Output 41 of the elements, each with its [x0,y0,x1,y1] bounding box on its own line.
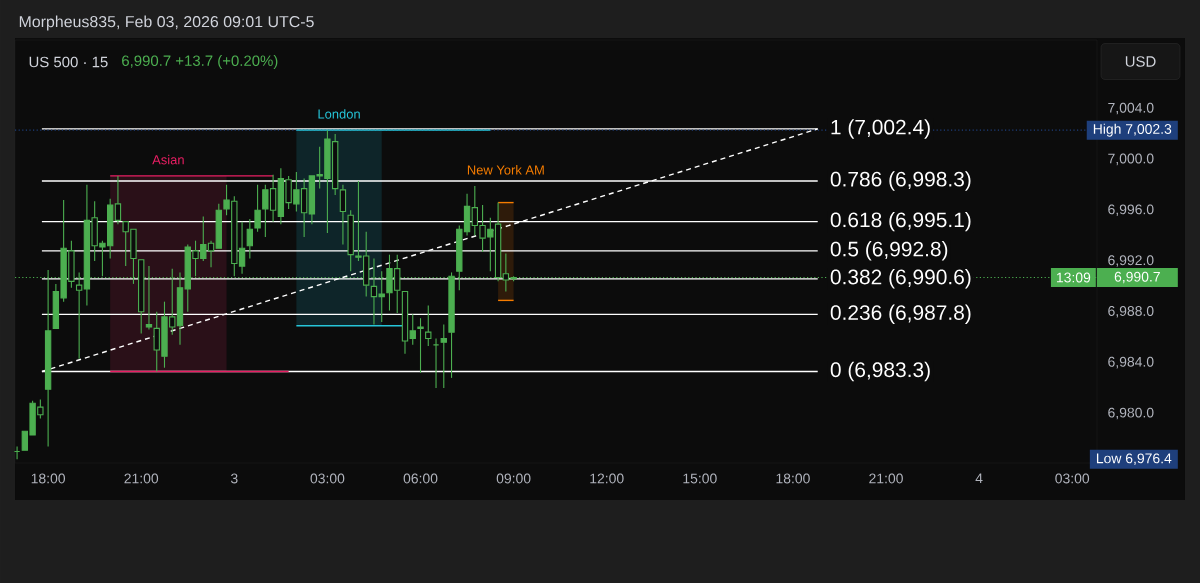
band-label: London [318,109,360,119]
ref-line-label: 6,990.7 [1114,271,1160,284]
ref-line-label: High 7,002.3 [1093,123,1172,137]
annotation: 13:09 [1056,272,1091,283]
ref-line-label: 0.236 (6,987.8) [830,304,971,325]
y-tick-label: 6,996.0 [1108,204,1154,216]
ref-line-label: 0 (6,983.3) [830,361,930,382]
annotation: Low 6,976.4 [1096,453,1172,465]
ref-line-label: 0.5 (6,992.8) [830,241,948,261]
text: USD [1125,56,1156,67]
band-label: New York AM [467,165,544,175]
x-tick-label: 03:00 [310,473,345,484]
text: 6,990.7 +13.7 (+0.20%) [122,55,278,69]
text: US 500 · 15 [29,56,108,68]
ref-line-label: 1 (7,002.4) [831,119,930,139]
x-tick-label: 4 [975,473,983,484]
candlestick [114,175,122,225]
text: Morpheus835, Feb 03, 2026 09:01 UTC-5 [19,15,314,31]
ref-line-label: 0.786 (6,998.3) [830,171,971,191]
ref-line-label: 0.618 (6,995.1) [830,211,971,232]
x-tick-label: 12:00 [590,473,624,484]
x-tick-label: 18:00 [776,473,810,484]
y-tick-label: 7,004.0 [1108,102,1154,115]
x-tick-label: 3 [230,473,238,484]
x-tick-label: 09:00 [496,473,531,484]
y-tick-label: 6,980.0 [1108,407,1154,420]
band-label: Asian [152,154,184,165]
y-tick-label: 7,000.0 [1108,153,1154,166]
x-tick-label: 06:00 [403,473,438,484]
x-tick-label: 15:00 [683,473,717,484]
y-tick-label: 6,988.0 [1108,306,1154,318]
candlestick [44,269,52,448]
x-tick-label: 03:00 [1055,473,1090,484]
x-tick-label: 21:00 [124,473,159,484]
ref-line-label: 0.382 (6,990.6) [830,269,971,289]
candlestick [339,184,347,246]
candlestick [145,265,153,331]
y-tick-label: 6,992.0 [1108,255,1154,267]
x-tick-label: 21:00 [869,473,903,484]
y-tick-label: 6,984.0 [1108,356,1154,369]
x-tick-label: 18:00 [31,473,66,484]
